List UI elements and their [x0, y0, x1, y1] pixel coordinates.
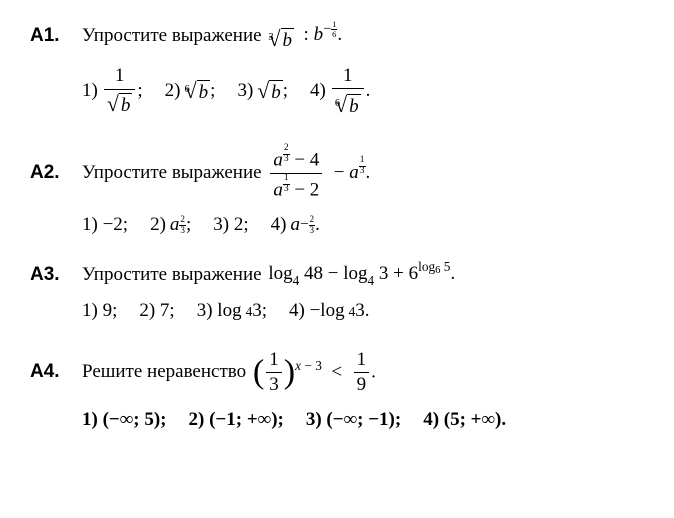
problem-a2: А2. Упростите выражение a23 − 4 a13 − 2 …: [30, 144, 644, 238]
opt-a4-3: 3) (−∞; −1);: [306, 408, 401, 433]
answers-a3: 1) 9; 2) 7; 3) log4 3; 4) −log4 3.: [82, 299, 644, 324]
problem-label: А2.: [30, 161, 82, 186]
opt-a4-1: 1) (−∞; 5);: [82, 408, 167, 433]
opt-a2-3: 3) 2;: [213, 213, 248, 238]
problem-a1: А1. Упростите выражение 3√b : b−16. 1) 1…: [30, 20, 644, 120]
answers-a4: 1) (−∞; 5); 2) (−1; +∞); 3) (−∞; −1); 4)…: [82, 408, 644, 433]
opt-a3-2: 2) 7;: [139, 299, 174, 324]
prompt-text: Упростите выражение a23 − 4 a13 − 2 − a1…: [82, 144, 372, 203]
opt-a4-4: 4) (5; +∞).: [423, 408, 506, 433]
prompt-row: А1. Упростите выражение 3√b : b−16.: [30, 20, 644, 54]
expr-a3: log4 48 − log4 3 + 6log6 5.: [268, 262, 455, 289]
opt-a1-2: 2) 6√b;: [165, 77, 216, 105]
problem-label: А1.: [30, 24, 82, 49]
opt-a2-4: 4) a−23.: [271, 213, 320, 238]
opt-a2-1: 1) −2;: [82, 213, 128, 238]
problem-a3: А3. Упростите выражение log4 48 − log4 3…: [30, 262, 644, 324]
answers-a1: 1) 1√b; 2) 6√b; 3) √b; 4) 16√b.: [82, 64, 644, 120]
expr-a4: (13)x − 3 < 19.: [253, 348, 376, 398]
expr-a2: a23 − 4 a13 − 2 − a13.: [268, 144, 370, 203]
problem-label: А4.: [30, 360, 82, 385]
problem-a4: А4. Решите неравенство (13)x − 3 < 19. 1…: [30, 348, 644, 433]
opt-a1-3: 3) √b;: [237, 77, 288, 105]
expr-a1: 3√b : b−16.: [268, 20, 342, 54]
prompt-text: Упростите выражение log4 48 − log4 3 + 6…: [82, 262, 457, 289]
problem-label: А3.: [30, 263, 82, 288]
opt-a1-4: 4) 16√b.: [310, 64, 370, 120]
answers-a2: 1) −2; 2) a23; 3) 2; 4) a−23.: [82, 213, 644, 238]
prompt-row: А2. Упростите выражение a23 − 4 a13 − 2 …: [30, 144, 644, 203]
opt-a2-2: 2) a23;: [150, 213, 191, 238]
opt-a1-1: 1) 1√b;: [82, 64, 143, 118]
prompt-row: А4. Решите неравенство (13)x − 3 < 19.: [30, 348, 644, 398]
opt-a3-3: 3) log4 3;: [197, 299, 267, 324]
prompt-row: А3. Упростите выражение log4 48 − log4 3…: [30, 262, 644, 289]
opt-a3-4: 4) −log4 3.: [289, 299, 369, 324]
prompt-text: Упростите выражение 3√b : b−16.: [82, 20, 344, 54]
opt-a3-1: 1) 9;: [82, 299, 117, 324]
opt-a4-2: 2) (−1; +∞);: [189, 408, 284, 433]
prompt-text: Решите неравенство (13)x − 3 < 19.: [82, 348, 378, 398]
